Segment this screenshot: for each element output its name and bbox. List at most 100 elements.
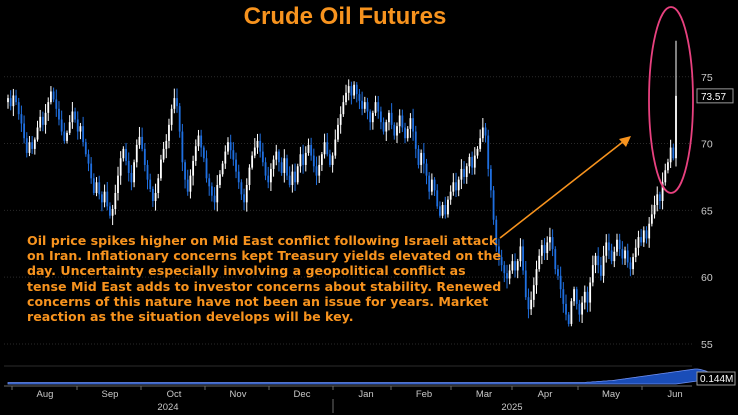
candle: [406, 126, 409, 142]
volume-box: [696, 371, 736, 386]
candle: [329, 149, 331, 168]
x-tick-apr: Apr: [538, 389, 553, 400]
candle: [353, 81, 355, 99]
candle: [291, 164, 294, 193]
candle: [409, 113, 412, 138]
candle: [135, 139, 138, 168]
candle: [74, 107, 76, 123]
candle: [538, 249, 541, 272]
candle: [420, 149, 423, 174]
candle: [492, 186, 495, 225]
y-axis: 55 60 65 70 75: [701, 72, 713, 351]
candle: [219, 170, 221, 189]
annotation-arrow-head: [619, 136, 631, 147]
candle: [578, 299, 581, 322]
candle: [562, 282, 565, 313]
candle: [675, 40, 677, 167]
candle: [331, 152, 334, 173]
candle: [200, 129, 203, 157]
candle: [28, 136, 31, 157]
candle: [339, 106, 342, 134]
candle: [15, 89, 17, 105]
candle: [414, 125, 417, 159]
candle: [7, 94, 9, 109]
candle: [76, 111, 79, 140]
candle: [390, 103, 393, 130]
candle: [41, 111, 44, 132]
candle: [393, 122, 396, 140]
candle: [436, 184, 439, 209]
candle: [320, 152, 323, 171]
candle: [87, 149, 90, 172]
candle: [278, 149, 280, 172]
candle: [554, 246, 557, 275]
candle: [648, 217, 651, 248]
candle: [168, 118, 170, 149]
candle: [669, 139, 672, 168]
candle: [463, 161, 465, 184]
candle: [484, 122, 487, 143]
candle: [111, 204, 114, 226]
candle: [178, 103, 181, 138]
candle: [17, 97, 20, 120]
candle: [248, 164, 251, 191]
candle: [154, 183, 157, 211]
candle: [63, 122, 66, 144]
candle: [103, 184, 106, 208]
candle: [130, 165, 133, 191]
candle: [621, 241, 624, 265]
candle: [326, 132, 329, 157]
chart-title: Crude Oil Futures: [243, 3, 447, 30]
candle: [98, 175, 101, 200]
candle: [530, 291, 533, 316]
candle: [618, 233, 621, 257]
candle: [535, 260, 538, 294]
candle: [481, 118, 484, 143]
candle: [543, 238, 546, 261]
candle: [565, 294, 567, 321]
candle: [280, 157, 283, 176]
candle: [444, 196, 447, 219]
candle: [626, 243, 629, 268]
candle: [658, 191, 661, 210]
candle: [616, 233, 618, 256]
candle: [184, 159, 186, 189]
candle: [170, 104, 173, 131]
candle: [245, 178, 248, 212]
volume-panel: 0.144M: [4, 365, 736, 386]
candle: [667, 158, 669, 174]
candle: [591, 255, 594, 287]
candle: [146, 160, 149, 190]
candle: [374, 95, 377, 116]
candle: [573, 286, 575, 306]
candle: [267, 166, 270, 189]
candle: [382, 117, 385, 135]
candle: [661, 172, 664, 210]
candle: [197, 129, 200, 151]
candle: [602, 245, 605, 283]
candle: [272, 155, 275, 177]
candle: [240, 179, 243, 200]
candle: [31, 136, 34, 154]
y-tick-65: 65: [701, 205, 713, 217]
candle: [495, 215, 498, 252]
candle: [39, 109, 42, 132]
candle: [25, 132, 28, 158]
candle: [165, 134, 168, 159]
candle: [575, 286, 578, 310]
candle: [157, 173, 160, 199]
y-tick-55: 55: [701, 339, 713, 351]
candle: [149, 173, 152, 193]
candle: [379, 106, 382, 130]
candle: [36, 120, 39, 142]
candle: [143, 143, 146, 172]
candle: [192, 155, 195, 186]
x-tick-may: May: [602, 389, 620, 400]
candle: [66, 130, 68, 144]
candle: [532, 277, 535, 308]
candle: [417, 145, 420, 169]
candle: [500, 249, 503, 272]
candle: [237, 164, 240, 189]
last-price-marker: 73.57: [696, 88, 734, 104]
candle: [398, 109, 401, 134]
